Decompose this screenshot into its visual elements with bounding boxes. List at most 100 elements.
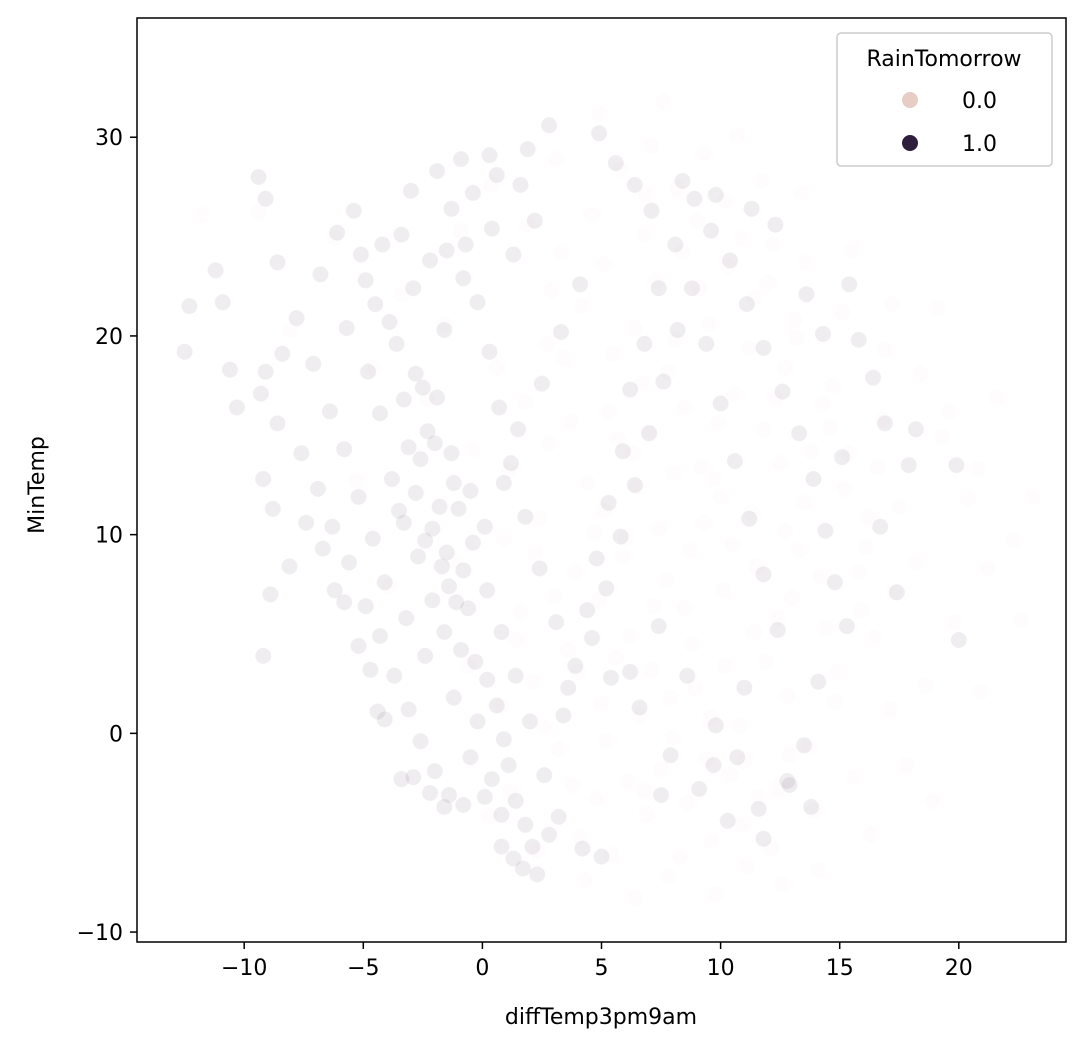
point-rain-0.0-97: [647, 271, 665, 289]
point-rain-1.0-178: [435, 798, 453, 816]
point-rain-0.0-168: [640, 422, 658, 440]
point-rain-1.0-215: [507, 667, 525, 685]
point-rain-0.0-117: [493, 697, 510, 714]
point-rain-0.0-150: [759, 273, 777, 291]
point-rain-1.0-71: [340, 554, 358, 571]
point-rain-0.0-93: [797, 253, 815, 271]
point-rain-0.0-122: [519, 216, 537, 234]
point-rain-1.0-73: [371, 627, 389, 645]
point-rain-0.0-133: [869, 458, 887, 476]
point-rain-1.0-9: [400, 438, 418, 456]
point-rain-1.0-141: [814, 325, 832, 343]
point-rain-1.0-103: [809, 673, 827, 691]
point-rain-0.0-137: [700, 315, 718, 333]
point-rain-1.0-63: [288, 309, 306, 327]
point-rain-0.0-92: [833, 303, 851, 321]
point-rain-1.0-61: [321, 402, 339, 420]
point-rain-1.0-31: [359, 363, 377, 381]
point-rain-1.0-149: [900, 456, 918, 474]
point-rain-0.0-20: [607, 649, 625, 667]
point-rain-0.0-127: [793, 184, 811, 202]
point-rain-1.0-53: [462, 748, 479, 766]
point-rain-1.0-50: [528, 865, 546, 883]
point-rain-1.0-97: [774, 383, 791, 401]
point-rain-0.0-49: [764, 236, 782, 253]
point-rain-1.0-51: [514, 860, 532, 877]
point-rain-0.0-129: [883, 295, 901, 313]
point-rain-1.0-117: [481, 343, 498, 361]
point-rain-0.0-27: [745, 289, 763, 307]
point-rain-0.0-46: [583, 206, 601, 224]
point-rain-0.0-109: [862, 826, 880, 844]
point-rain-1.0-204: [769, 621, 787, 639]
point-rain-1.0-106: [750, 800, 768, 818]
point-rain-1.0-175: [392, 770, 410, 788]
point-rain-0.0-110: [809, 862, 827, 879]
point-rain-0.0-191: [281, 321, 298, 339]
point-rain-1.0-12: [388, 335, 406, 353]
point-rain-1.0-155: [207, 261, 225, 279]
point-rain-1.0-170: [335, 593, 353, 611]
point-rain-0.0-118: [507, 631, 525, 649]
point-rain-1.0-142: [840, 275, 858, 293]
point-rain-1.0-127: [428, 162, 446, 180]
point-rain-1.0-77: [426, 762, 444, 780]
point-rain-1.0-164: [254, 647, 272, 665]
point-rain-1.0-20: [512, 176, 529, 194]
point-rain-1.0-94: [721, 251, 739, 269]
point-rain-1.0-126: [402, 182, 420, 200]
point-rain-1.0-24: [392, 226, 410, 244]
point-rain-1.0-93: [702, 222, 720, 240]
point-rain-1.0-190: [559, 679, 577, 697]
point-rain-0.0-82: [559, 641, 577, 659]
point-rain-1.0-76: [412, 732, 429, 750]
point-rain-1.0-191: [583, 629, 601, 647]
point-rain-0.0-195: [381, 577, 398, 595]
point-rain-1.0-222: [442, 444, 460, 462]
point-rain-0.0-186: [483, 176, 501, 194]
point-rain-1.0-90: [650, 279, 668, 297]
point-rain-1.0-134: [626, 176, 644, 194]
point-rain-1.0-227: [533, 375, 551, 393]
point-rain-1.0-41: [488, 697, 506, 714]
point-rain-0.0-67: [666, 331, 684, 349]
point-rain-1.0-201: [726, 452, 744, 470]
point-rain-1.0-7: [412, 450, 429, 468]
point-rain-0.0-75: [771, 454, 789, 472]
point-rain-1.0-226: [509, 420, 527, 438]
point-rain-1.0-187: [755, 830, 772, 848]
point-rain-1.0-60: [335, 440, 353, 458]
point-rain-0.0-125: [654, 93, 672, 110]
point-rain-1.0-115: [502, 454, 520, 472]
point-rain-0.0-116: [502, 782, 520, 800]
point-rain-0.0-102: [978, 559, 996, 577]
point-rain-1.0-69: [309, 480, 327, 498]
point-rain-0.0-86: [678, 794, 696, 812]
point-rain-0.0-19: [781, 746, 799, 764]
point-rain-0.0-198: [988, 389, 1006, 406]
point-rain-1.0-17: [483, 220, 501, 238]
point-rain-1.0-102: [838, 617, 856, 635]
point-rain-0.0-17: [750, 788, 768, 806]
point-rain-0.0-54: [907, 554, 925, 571]
point-rain-1.0-83: [566, 657, 584, 675]
point-rain-1.0-221: [390, 502, 408, 520]
point-rain-0.0-35: [671, 848, 689, 866]
point-rain-1.0-3: [438, 544, 456, 561]
point-rain-0.0-25: [643, 136, 660, 154]
point-rain-1.0-174: [376, 710, 394, 728]
point-rain-1.0-112: [547, 613, 565, 631]
point-rain-1.0-165: [261, 585, 279, 603]
point-rain-1.0-47: [516, 816, 534, 834]
point-rain-0.0-26: [716, 192, 734, 210]
point-rain-1.0-128: [452, 150, 470, 168]
point-rain-0.0-23: [554, 349, 572, 367]
point-rain-1.0-34: [395, 514, 413, 532]
legend-marker-1: [902, 135, 918, 151]
point-rain-0.0-38: [638, 806, 656, 824]
point-rain-1.0-70: [323, 518, 341, 536]
point-rain-0.0-148: [688, 212, 706, 230]
x-tick-label: 0: [475, 956, 489, 981]
point-rain-1.0-195: [640, 424, 658, 442]
